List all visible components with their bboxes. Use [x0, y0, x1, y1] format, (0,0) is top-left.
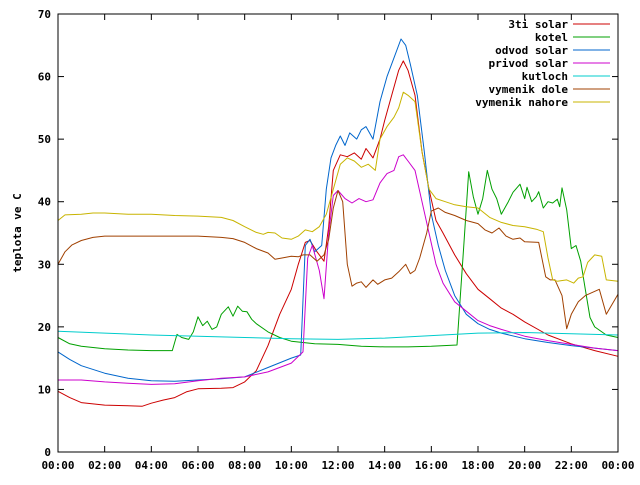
x-tick-label: 06:00 [181, 459, 214, 472]
series-line-vymenik-dole [57, 190, 619, 330]
series-line-3ti-solar [57, 60, 619, 407]
x-tick-label: 02:00 [88, 459, 121, 472]
legend-label: privod solar [489, 57, 569, 70]
legend-label: vymenik nahore [475, 96, 568, 109]
legend-label: kutloch [522, 70, 568, 83]
legend-label: 3ti solar [508, 18, 568, 31]
y-axis-label: teplota ve C [11, 193, 24, 272]
x-tick-label: 14:00 [368, 459, 401, 472]
y-tick-label: 20 [38, 321, 51, 334]
series-line-vymenik-nahore [57, 91, 619, 284]
y-tick-label: 70 [38, 8, 51, 21]
x-tick-label: 08:00 [228, 459, 261, 472]
y-tick-label: 30 [38, 258, 51, 271]
x-tick-label: 22:00 [555, 459, 588, 472]
legend-label: kotel [535, 31, 568, 44]
ticks-layer: 00:00 02:00 04:00 06:00 08:00 10:00 12:00 14:00… [38, 8, 635, 472]
y-tick-label: 0 [44, 446, 51, 459]
x-tick-label: 12:00 [321, 459, 354, 472]
x-tick-label: 00:00 [601, 459, 634, 472]
x-tick-label: 20:00 [508, 459, 541, 472]
x-tick-label: 00:00 [41, 459, 74, 472]
series-layer [57, 38, 619, 407]
series-line-privod-solar [57, 154, 619, 385]
y-tick-label: 40 [38, 196, 51, 209]
x-tick-label: 18:00 [461, 459, 494, 472]
series-line-kutloch [57, 330, 619, 340]
y-tick-label: 50 [38, 133, 51, 146]
y-tick-label: 60 [38, 71, 51, 84]
legend-label: vymenik dole [489, 83, 569, 96]
legend-label: odvod solar [495, 44, 568, 57]
series-line-kotel [57, 169, 619, 352]
x-tick-label: 16:00 [415, 459, 448, 472]
x-tick-label: 04:00 [135, 459, 168, 472]
y-tick-label: 10 [38, 383, 51, 396]
x-tick-label: 10:00 [275, 459, 308, 472]
